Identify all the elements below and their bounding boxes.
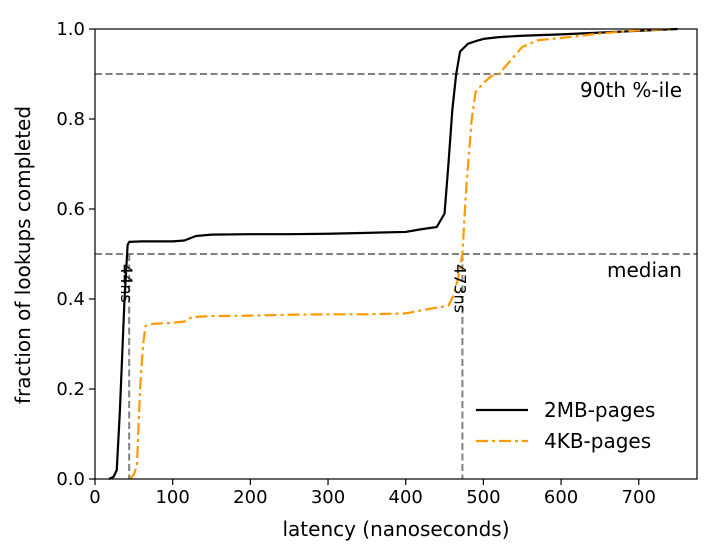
y-tick-label: 0.6 xyxy=(56,199,85,220)
reference-lines xyxy=(95,73,697,479)
x-tick-label: 400 xyxy=(389,487,423,508)
legend-label-1: 4KB-pages xyxy=(544,429,651,453)
y-axis-label: fraction of lookups completed xyxy=(11,106,35,404)
y-tick-label: 1.0 xyxy=(56,19,85,40)
y-tick-label: 0.2 xyxy=(56,379,85,400)
x-tick-label: 0 xyxy=(89,487,100,508)
x-tick-label: 600 xyxy=(544,487,578,508)
plot-frame xyxy=(94,28,698,480)
y-tick-label: 0.8 xyxy=(56,109,85,130)
series-layer xyxy=(108,27,678,480)
vline-label-0: 44ns xyxy=(117,264,136,303)
legend-label-0: 2MB-pages xyxy=(544,398,655,422)
legend: 2MB-pages 4KB-pages xyxy=(476,398,655,453)
y-tick-label: 0.4 xyxy=(56,289,85,310)
x-tick-label: 100 xyxy=(155,487,189,508)
annotations: 90th %-ile median 44ns 473ns xyxy=(117,78,682,313)
vline-label-1: 473ns xyxy=(450,264,469,313)
hline-label-0: 90th %-ile xyxy=(580,78,682,102)
x-axis-label: latency (nanoseconds) xyxy=(282,517,509,541)
x-tick-label: 200 xyxy=(233,487,267,508)
x-tick-label: 700 xyxy=(622,487,656,508)
series-line-0 xyxy=(108,27,678,480)
hline-label-1: median xyxy=(607,258,682,282)
x-tick-label: 300 xyxy=(311,487,345,508)
y-tick-label: 0.0 xyxy=(56,469,85,490)
axes: 0 100 200 300 400 500 600 700 0.0 0.2 0.4 0.6 0.8 1.0 xyxy=(56,19,698,508)
x-tick-label: 500 xyxy=(466,487,500,508)
